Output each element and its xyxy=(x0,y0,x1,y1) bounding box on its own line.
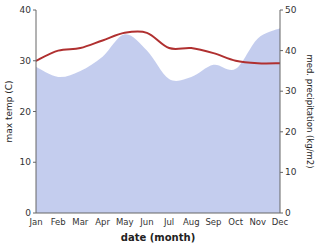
y2-axis-label: med. precipitation (kg/m2) xyxy=(305,54,315,168)
x-tick-label: Jan xyxy=(28,217,42,227)
y2-tick xyxy=(280,10,283,11)
x-tick-label: Sep xyxy=(205,217,221,227)
y2-tick xyxy=(280,50,283,51)
y2-tick xyxy=(280,172,283,173)
y2-tick-label: 20 xyxy=(285,127,297,137)
y-tick xyxy=(33,162,36,163)
x-tick-label: Oct xyxy=(228,217,243,227)
y2-tick xyxy=(280,131,283,132)
x-tick-label: Jun xyxy=(139,217,153,227)
temp-line xyxy=(36,31,280,63)
x-axis xyxy=(36,213,280,214)
precip-area xyxy=(36,28,280,213)
x-tick-label: May xyxy=(116,217,134,227)
y-tick-label: 30 xyxy=(20,56,32,66)
y2-tick-label: 50 xyxy=(285,5,297,15)
y-tick-label: 10 xyxy=(20,157,32,167)
x-tick-label: Aug xyxy=(183,217,200,227)
x-tick-label: Nov xyxy=(250,217,267,227)
y-tick xyxy=(33,60,36,61)
y2-axis xyxy=(280,10,281,213)
x-tick-label: Mar xyxy=(72,217,89,227)
y-axis-label: max temp (C) xyxy=(4,80,14,142)
y2-tick-label: 30 xyxy=(285,86,297,96)
x-tick-label: Apr xyxy=(95,217,110,227)
y-tick-label: 20 xyxy=(20,107,32,117)
y-tick xyxy=(33,10,36,11)
chart: 01020304001020304050JanFebMarAprMayJunJu… xyxy=(0,0,318,247)
x-tick-label: Feb xyxy=(51,217,66,227)
x-tick-label: Dec xyxy=(272,217,289,227)
y-tick xyxy=(33,111,36,112)
y-tick-label: 40 xyxy=(20,5,32,15)
y2-tick xyxy=(280,213,283,214)
y-tick xyxy=(33,213,36,214)
x-tick-label: Jul xyxy=(163,217,174,227)
x-axis-label: date (month) xyxy=(121,232,195,243)
y2-tick-label: 40 xyxy=(285,46,297,56)
y2-tick-label: 10 xyxy=(285,167,297,177)
y2-tick xyxy=(280,91,283,92)
plot-area xyxy=(36,28,280,213)
